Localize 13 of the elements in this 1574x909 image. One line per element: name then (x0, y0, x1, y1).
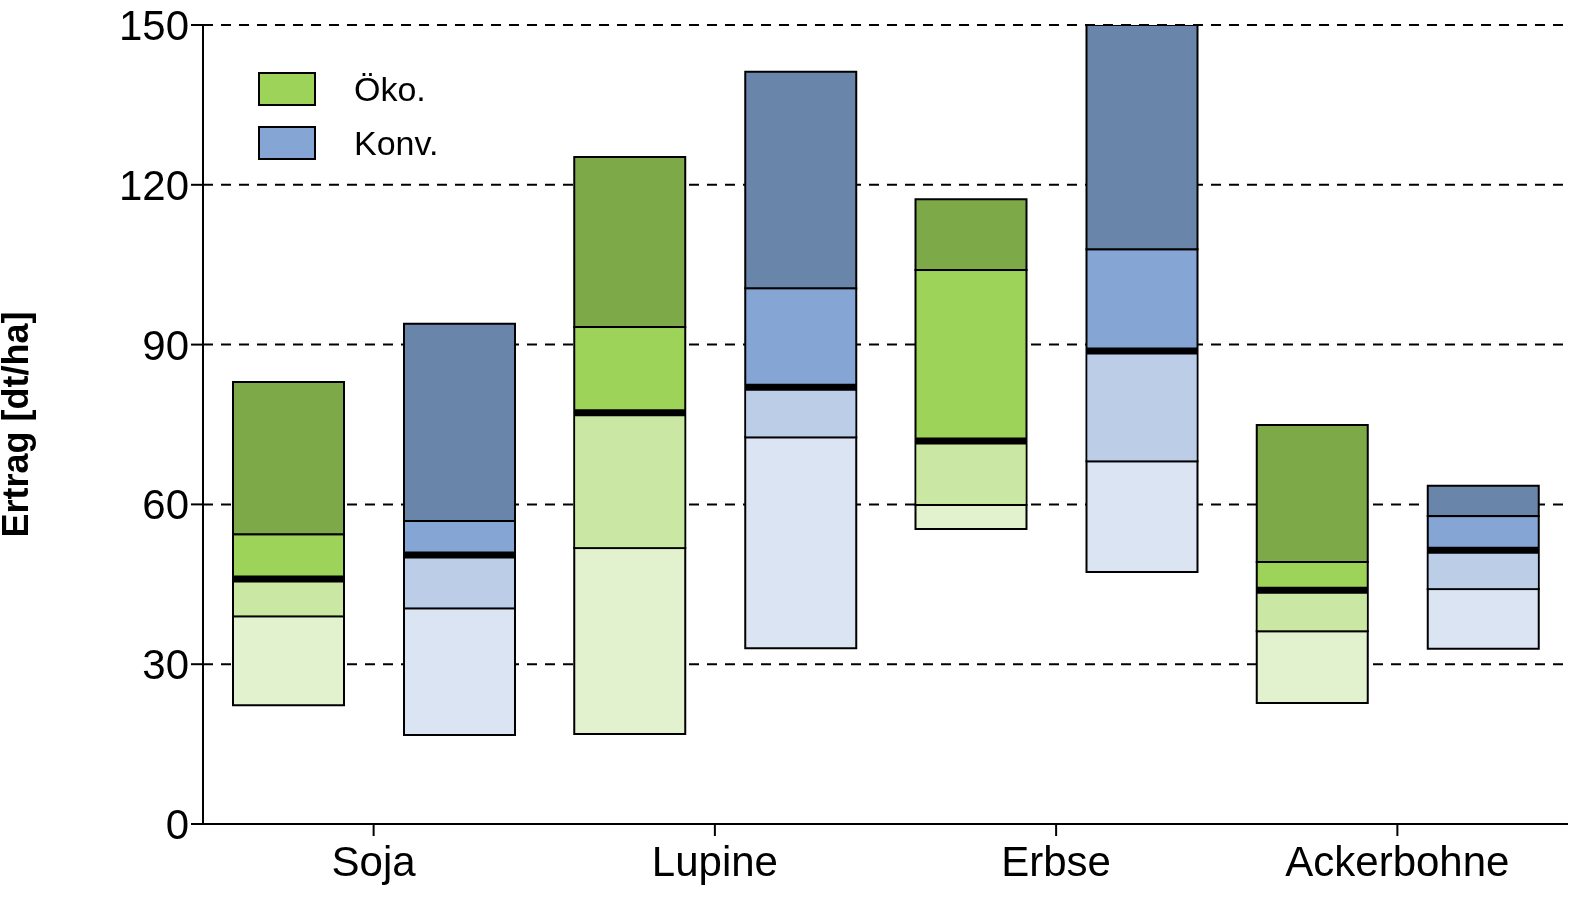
y-tick-label: 120 (118, 161, 189, 209)
y-tick-label: 150 (118, 1, 189, 49)
y-tick-label: 60 (142, 481, 189, 529)
y-tick-label: 90 (142, 321, 189, 369)
legend-label: Öko. (354, 69, 426, 110)
x-tick-label: Soja (331, 837, 417, 885)
y-tick-label: 0 (165, 800, 189, 848)
y-axis-title: Ertrag [dt/ha] (0, 311, 36, 538)
legend-label: Konv. (354, 123, 439, 164)
x-tick-label: Lupine (651, 837, 778, 885)
x-tick-label: Ackerbohne (1285, 837, 1510, 885)
x-tick-label: Erbse (1001, 837, 1111, 885)
y-tick-label: 30 (142, 641, 189, 689)
